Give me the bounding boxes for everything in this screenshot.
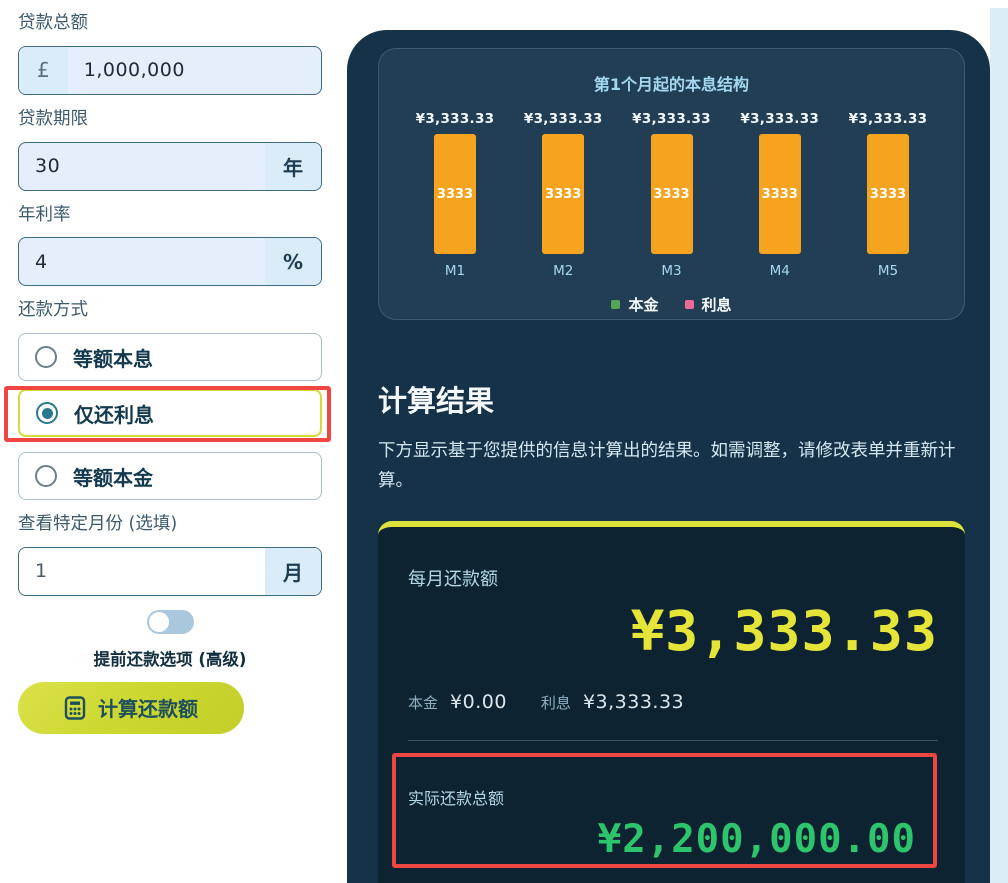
advanced-options-label: 提前还款选项 (高级) xyxy=(93,649,247,669)
loan-amount-field[interactable]: £ 1,000,000 xyxy=(18,45,322,95)
years-suffix: 年 xyxy=(265,142,321,190)
legend-item: 利息 xyxy=(684,294,732,315)
radio-option-interest-only[interactable]: 仅还利息 xyxy=(18,389,322,437)
advanced-options-toggle[interactable] xyxy=(146,609,194,634)
bar-inner-label: 3333 xyxy=(436,186,474,202)
loan-term-field[interactable]: 30 年 xyxy=(18,141,322,191)
radio-unselected-icon[interactable] xyxy=(35,346,57,368)
bar-rect: 3333 xyxy=(542,134,585,254)
payment-breakdown: 本金 ¥0.00 利息 ¥3,333.33 xyxy=(408,691,938,713)
bar-rect: 3333 xyxy=(758,134,801,254)
legend-swatch-icon xyxy=(684,300,694,309)
results-heading: 计算结果 xyxy=(378,384,495,418)
bar-column: ¥3,333.33 3333 M1 xyxy=(409,111,501,279)
interest-rate-field[interactable]: 4 % xyxy=(18,237,322,287)
loan-term-input[interactable]: 30 xyxy=(35,155,61,177)
monthly-payment-label: 每月还款额 xyxy=(408,569,498,591)
chart-bars: ¥3,333.33 3333 M1 ¥3,333.33 3333 M2 ¥3,333.33 3… xyxy=(379,111,964,279)
bar-column: ¥3,333.33 3333 M3 xyxy=(626,111,718,279)
bar-inner-label: 3333 xyxy=(869,186,907,202)
chart-title: 第1个月起的本息结构 xyxy=(593,75,750,94)
interest-rate-input[interactable]: 4 xyxy=(35,250,48,273)
bar-rect: 3333 xyxy=(650,134,693,254)
bar-total-label: ¥3,333.33 xyxy=(632,111,711,127)
percent-suffix: % xyxy=(264,238,321,286)
currency-prefix: £ xyxy=(19,46,68,94)
loan-amount-input[interactable]: 1,000,000 xyxy=(83,59,185,82)
bar-total-label: ¥3,333.33 xyxy=(848,111,928,127)
radio-option-label: 等额本金 xyxy=(73,465,153,490)
payment-structure-chart: 第1个月起的本息结构 ¥3,333.33 3333 M1 ¥3,333.33 3333 M… xyxy=(378,48,965,320)
legend-item: 本金 xyxy=(611,294,659,315)
repayment-method-label: 还款方式 xyxy=(18,300,88,321)
results-description: 下方显示基于您提供的信息计算出的结果。如需调整，请修改表单并重新计算。 xyxy=(378,441,956,492)
legend-label: 利息 xyxy=(701,296,732,314)
month-suffix: 月 xyxy=(265,547,321,595)
loan-amount-label: 贷款总额 xyxy=(18,13,88,33)
bar-column: ¥3,333.33 3333 M4 xyxy=(734,111,826,279)
bar-category-label: M2 xyxy=(553,263,574,279)
loan-term-label: 贷款期限 xyxy=(18,108,88,129)
total-repayment-value: ¥2,200,000.00 xyxy=(597,816,916,862)
monthly-payment-value: ¥3,333.33 xyxy=(630,599,938,664)
bar-total-label: ¥3,333.33 xyxy=(523,111,603,127)
radio-unselected-icon[interactable] xyxy=(35,465,57,487)
divider xyxy=(408,739,938,741)
bar-total-label: ¥3,333.33 xyxy=(740,111,820,127)
bar-inner-label: 3333 xyxy=(545,186,582,202)
bar-rect: 3333 xyxy=(867,134,909,254)
bar-column: ¥3,333.33 3333 M2 xyxy=(517,111,609,279)
calculate-button-label: 计算还款额 xyxy=(98,697,198,722)
specific-month-label: 查看特定月份 (选填) xyxy=(18,514,178,534)
principal-label: 本金 xyxy=(408,693,439,712)
results-panel: 第1个月起的本息结构 ¥3,333.33 3333 M1 ¥3,333.33 3333 M… xyxy=(347,30,990,883)
chart-legend: 本金 利息 xyxy=(379,294,964,315)
loan-form: 贷款总额 £ 1,000,000 贷款期限 30 年 年利率 4 % 还款方式 … xyxy=(0,0,347,734)
interest-value: ¥3,333.33 xyxy=(582,690,685,713)
bar-category-label: M5 xyxy=(877,263,899,279)
bar-category-label: M3 xyxy=(661,263,682,279)
interest-rate-label: 年利率 xyxy=(18,204,71,225)
results-card: 每月还款额 ¥3,333.33 本金 ¥0.00 利息 ¥3,333.33 实际… xyxy=(378,521,965,883)
total-repayment-label: 实际还款总额 xyxy=(408,788,505,808)
page-edge-strip xyxy=(990,8,1008,883)
specific-month-field[interactable]: 1 月 xyxy=(18,546,322,596)
bar-category-label: M1 xyxy=(444,263,466,279)
radio-selected-icon[interactable] xyxy=(36,402,58,424)
bar-rect: 3333 xyxy=(434,134,476,254)
calculate-button[interactable]: 计算还款额 xyxy=(18,681,244,734)
interest-label: 利息 xyxy=(540,693,571,712)
bar-category-label: M4 xyxy=(769,263,790,279)
calculator-icon xyxy=(64,696,86,720)
radio-option-label: 仅还利息 xyxy=(74,402,154,427)
bar-total-label: ¥3,333.33 xyxy=(415,111,495,127)
specific-month-input[interactable]: 1 xyxy=(35,560,48,583)
bar-inner-label: 3333 xyxy=(761,186,798,202)
toggle-knob xyxy=(148,611,169,632)
radio-option-equal-payment[interactable]: 等额本息 xyxy=(18,333,322,381)
principal-value: ¥0.00 xyxy=(450,690,507,713)
bar-column: ¥3,333.33 3333 M5 xyxy=(842,111,934,279)
radio-option-label: 等额本息 xyxy=(73,346,153,371)
legend-label: 本金 xyxy=(628,296,659,314)
legend-swatch-icon xyxy=(611,300,621,309)
bar-inner-label: 3333 xyxy=(653,186,690,202)
radio-option-equal-principal[interactable]: 等额本金 xyxy=(18,452,322,500)
